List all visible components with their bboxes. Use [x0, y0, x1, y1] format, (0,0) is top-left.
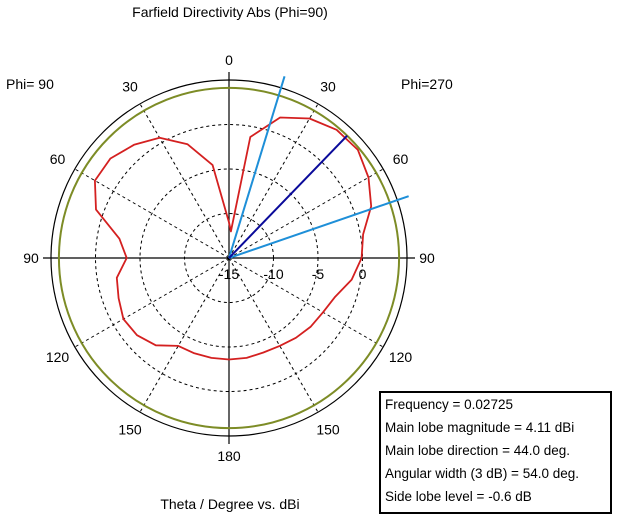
angle-tick-label: 90 [23, 250, 39, 266]
phi-right-label: Phi=270 [401, 76, 453, 92]
grid-spoke [74, 257, 230, 348]
pattern-group [94, 116, 373, 361]
angle-tick-label: 60 [50, 151, 66, 167]
x-axis-label: Theta / Degree vs. dBi [160, 496, 300, 512]
main-lobe-line [228, 134, 348, 259]
beamwidth-line [228, 195, 409, 259]
beamwidth-line [228, 76, 286, 259]
angle-tick-label: 150 [118, 422, 142, 438]
reference-circle-group [57, 86, 401, 430]
angle-tick-label: 60 [393, 151, 409, 167]
radial-tick-label: 0 [359, 266, 367, 282]
main-lobe-magnitude-text: Main lobe magnitude = 4.11 dBi [385, 420, 575, 435]
reference-circle [57, 86, 401, 430]
side-lobe-level-text: Side lobe level = -0.6 dB [385, 489, 532, 504]
angle-tick-label: 150 [316, 422, 340, 438]
chart-title: Farfield Directivity Abs (Phi=90) [132, 4, 328, 20]
polar-labels: 0 30 60 90 120 150 180 150 120 90 60 30 -15 -10 -5 0 [23, 52, 435, 464]
angle-tick-label: 30 [320, 79, 336, 95]
angular-width-text: Angular width (3 dB) = 54.0 deg. [385, 466, 579, 481]
main-lobe-direction-text: Main lobe direction = 44.0 deg. [385, 443, 570, 458]
grid-spoke [74, 168, 230, 259]
radial-tick-label: -10 [263, 266, 283, 282]
angle-tick-label: 120 [46, 349, 70, 365]
radial-tick-label: -5 [312, 266, 325, 282]
radial-tick-label: -15 [219, 266, 239, 282]
angle-tick-label: 0 [225, 52, 233, 68]
frequency-text: Frequency = 0.02725 [385, 397, 513, 412]
phi-left-label: Phi= 90 [6, 76, 54, 92]
angle-tick-label: 90 [419, 250, 435, 266]
info-box: Frequency = 0.02725 Main lobe magnitude … [379, 391, 612, 514]
angle-tick-label: 180 [217, 448, 241, 464]
pattern-curve [94, 116, 373, 361]
angle-tick-label: 30 [122, 79, 138, 95]
grid-spoke [139, 103, 230, 259]
angle-tick-label: 120 [389, 349, 413, 365]
lobe-lines [228, 76, 409, 259]
